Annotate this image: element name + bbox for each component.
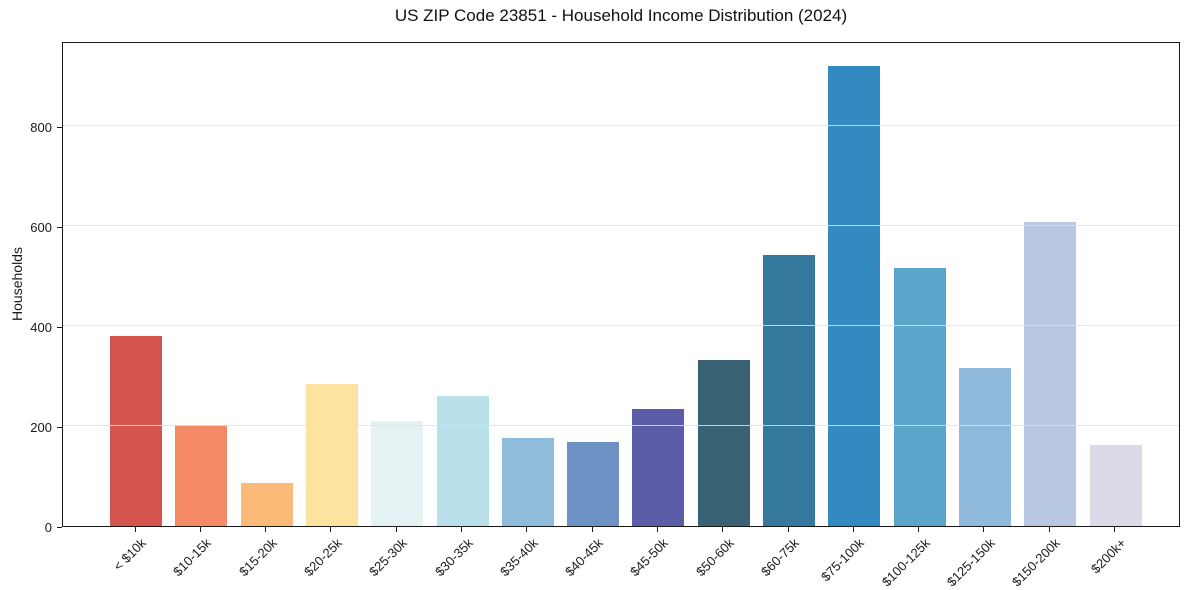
- x-tick-mark: [330, 527, 332, 532]
- x-tick-mark: [461, 527, 463, 532]
- y-tick-label: 0: [44, 519, 52, 535]
- bar-$30-35k: [436, 395, 489, 526]
- x-tick-mark: [395, 527, 397, 532]
- x-tick-mark: [591, 527, 593, 532]
- x-tick-label: $10-15k: [170, 535, 215, 580]
- bar-$25-30k: [371, 420, 424, 526]
- x-tick-mark: [722, 527, 724, 532]
- x-tick-label: < $10k: [110, 535, 149, 574]
- x-tick-mark: [983, 527, 985, 532]
- x-tick-mark: [656, 527, 658, 532]
- x-tick-label: $50-60k: [692, 535, 737, 580]
- y-tick-mark: [57, 326, 62, 328]
- bar-$50-60k: [697, 359, 750, 526]
- bar-$125-150k: [958, 367, 1011, 526]
- gridline-600: [63, 225, 1179, 226]
- x-tick-label: $25-30k: [366, 535, 411, 580]
- bar-$15-20k: [240, 482, 293, 526]
- x-tick-mark: [199, 527, 201, 532]
- x-tick-mark: [918, 527, 920, 532]
- x-tick-mark: [526, 527, 528, 532]
- y-tick-label: 600: [30, 219, 52, 235]
- y-tick-label: 400: [30, 319, 52, 335]
- bar-$150-200k: [1024, 221, 1077, 526]
- bar-$45-50k: [632, 409, 685, 526]
- x-tick-label: $35-40k: [496, 535, 541, 580]
- gridline-200: [63, 425, 1179, 426]
- y-tick-mark: [57, 426, 62, 428]
- x-tick-label: $200k+: [1087, 535, 1129, 577]
- x-tick-mark: [787, 527, 789, 532]
- y-tick-label: 200: [30, 419, 52, 435]
- bar-$75-100k: [828, 66, 881, 526]
- x-tick-label: $40-45k: [562, 535, 607, 580]
- bar-$20-25k: [305, 383, 358, 526]
- x-tick-label: $20-25k: [300, 535, 345, 580]
- chart-title: US ZIP Code 23851 - Household Income Dis…: [394, 6, 848, 25]
- gridline-400: [63, 325, 1179, 326]
- plot-area: [62, 42, 1180, 527]
- bar-$200k+: [1089, 444, 1142, 526]
- x-tick-label: $125-150k: [943, 535, 998, 590]
- x-tick-mark: [852, 527, 854, 532]
- bar-$60-75k: [763, 254, 816, 526]
- x-tick-label: $100-125k: [878, 535, 933, 590]
- bar-$35-40k: [501, 437, 554, 526]
- bar-$100-125k: [893, 268, 946, 526]
- x-tick-label: $45-50k: [627, 535, 672, 580]
- y-axis-label: Households: [9, 247, 25, 321]
- x-tick-mark: [134, 527, 136, 532]
- x-tick-mark: [1114, 527, 1116, 532]
- x-tick-label: $75-100k: [818, 535, 868, 585]
- gridline-800: [63, 125, 1179, 126]
- bar-$40-45k: [567, 442, 620, 526]
- y-tick-mark: [57, 226, 62, 228]
- bar-$10-15k: [175, 424, 228, 526]
- y-tick-label: 800: [30, 119, 52, 135]
- bar-< $10k: [110, 336, 162, 526]
- x-tick-label: $150-200k: [1009, 535, 1064, 590]
- x-tick-mark: [265, 527, 267, 532]
- y-tick-mark: [57, 526, 62, 528]
- x-tick-label: $30-35k: [431, 535, 476, 580]
- x-tick-label: $60-75k: [758, 535, 802, 580]
- x-tick-label: $15-20k: [235, 535, 280, 580]
- x-tick-mark: [1048, 527, 1050, 532]
- y-tick-mark: [57, 126, 62, 128]
